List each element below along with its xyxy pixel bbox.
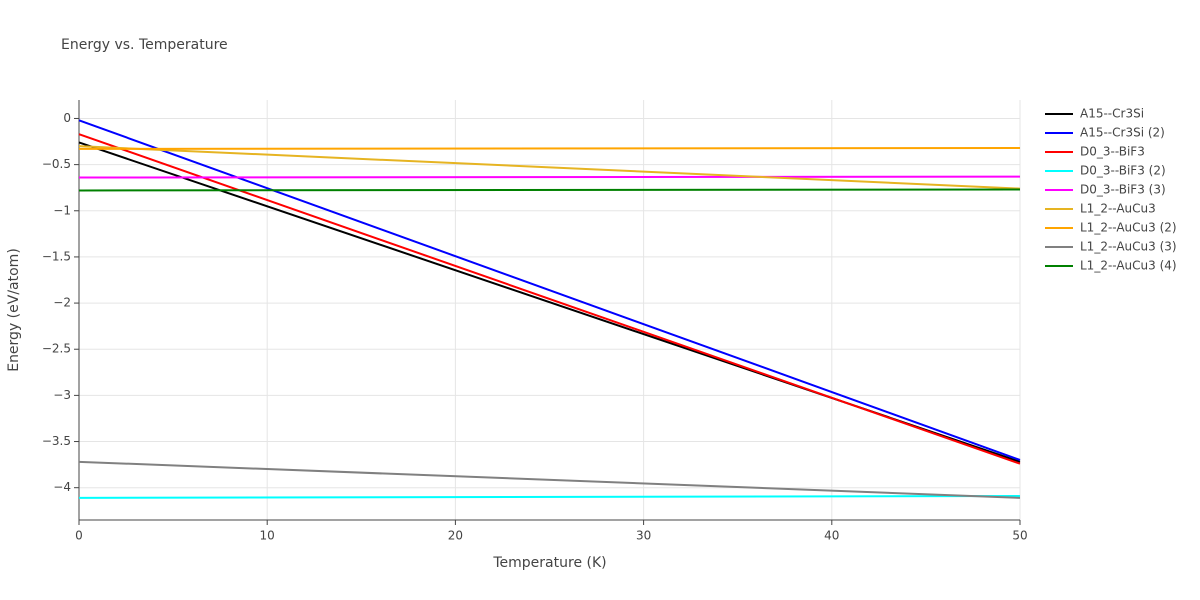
y-tick-label: −1 [53,203,71,217]
x-tick-label: 30 [636,529,651,543]
legend-label[interactable]: L1_2--AuCu3 (4) [1080,259,1177,273]
y-tick-label: −1.5 [42,249,71,263]
legend-label[interactable]: D0_3--BiF3 (2) [1080,164,1166,178]
x-tick-label: 0 [75,529,83,543]
x-tick-label: 50 [1012,529,1027,543]
series-line [78,175,1021,179]
chart-title: Energy vs. Temperature [61,37,228,53]
x-tick-label: 20 [448,529,463,543]
series-line [78,495,1021,499]
legend-label[interactable]: A15--Cr3Si (2) [1080,126,1165,140]
legend-label[interactable]: L1_2--AuCu3 (2) [1080,221,1177,235]
x-tick-label: 10 [260,529,275,543]
y-tick-label: −3 [53,388,71,402]
x-tick-label: 40 [824,529,839,543]
y-tick-label: −2 [53,296,71,310]
series-line [78,119,1021,461]
y-tick-label: −4 [53,480,71,494]
y-tick-label: 0 [63,111,71,125]
y-tick-label: −0.5 [42,157,71,171]
legend-label[interactable]: D0_3--BiF3 (3) [1080,183,1166,197]
y-tick-label: −3.5 [42,434,71,448]
y-axis-title: Energy (eV/atom) [6,248,22,372]
legend-label[interactable]: D0_3--BiF3 [1080,145,1145,159]
series-line [78,188,1021,192]
series-line [78,147,1021,150]
series-line [78,145,1021,190]
series-line [78,460,1021,499]
legend-label[interactable]: L1_2--AuCu3 [1080,202,1156,216]
x-axis-title: Temperature (K) [492,555,606,571]
series-line [78,133,1021,465]
y-tick-label: −2.5 [42,342,71,356]
legend-label[interactable]: A15--Cr3Si [1080,107,1144,121]
legend-label[interactable]: L1_2--AuCu3 (3) [1080,240,1177,254]
